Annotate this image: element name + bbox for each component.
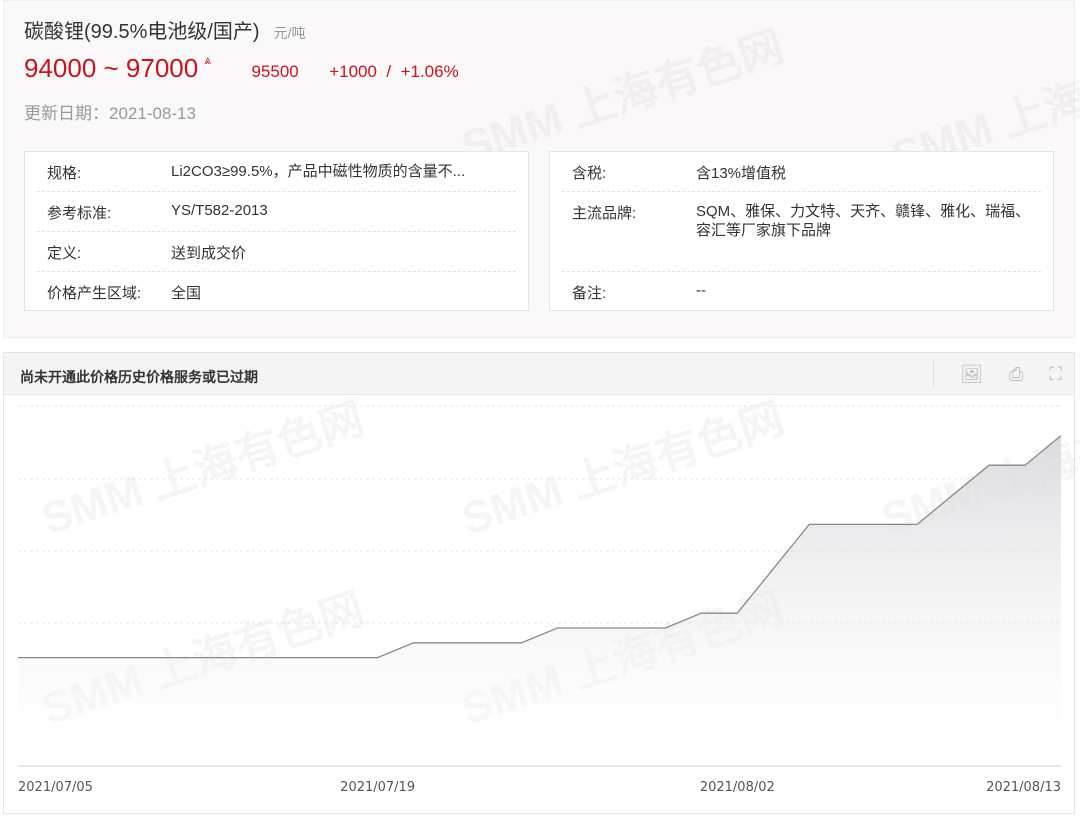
spec-label: 主流品牌: <box>572 205 637 222</box>
price-range: 94000 ~ 97000 <box>24 53 199 83</box>
spec-value: SQM、雅保、力文特、天齐、赣锋、雅化、瑞福、容汇等厂家旗下品牌 <box>696 203 1031 239</box>
spec-card-right: 含税: 含13%增值税主流品牌: SQM、雅保、力文特、天齐、赣锋、雅化、瑞福、容汇… <box>549 151 1054 311</box>
spec-row: 参考标准: YS/T582-2013 <box>37 192 516 232</box>
spec-value: 含13%增值税 <box>696 165 787 182</box>
price-line: 94000 ~ 97000 ⩓ 95500 +1000 / +1.06% <box>24 53 459 84</box>
spec-row: 规格: Li2CO3≥99.5%，产品中磁性物质的含量不... <box>37 152 516 192</box>
spec-row: 含税: 含13%增值税 <box>562 152 1041 192</box>
fullscreen-icon[interactable]: ⛶ <box>1049 363 1062 384</box>
spec-label: 价格产生区域: <box>47 285 142 302</box>
spec-value: 全国 <box>171 285 202 302</box>
spec-value: YS/T582-2013 <box>171 202 268 219</box>
product-title: 碳酸锂(99.5%电池级/国产) 元/吨 <box>24 15 305 44</box>
price-line <box>18 435 1062 659</box>
x-tick-label: 2021/08/02 <box>700 780 775 795</box>
x-tick-label: 2021/07/19 <box>340 780 415 795</box>
spec-label: 备注: <box>572 285 607 302</box>
chart-toolbar: 🖼 ⎙ ⛶ <box>933 361 1062 387</box>
spec-label: 定义: <box>47 245 82 262</box>
up-arrow-icon: ⩓ <box>204 53 212 67</box>
product-name: 碳酸锂(99.5%电池级/国产) <box>24 21 260 43</box>
spec-value: -- <box>696 282 706 299</box>
price-chart: 2021/07/05 2021/07/19 2021/08/02 2021/08/13 <box>17 405 1062 795</box>
chart-header: 尚未开通此价格历史价格服务或已过期 🖼 ⎙ ⛶ <box>4 353 1074 395</box>
price-chart-panel: 尚未开通此价格历史价格服务或已过期 🖼 ⎙ ⛶ SMM 上海有色网 SMM 上海… <box>3 352 1080 814</box>
x-tick-label: 2021/08/13 <box>986 780 1061 795</box>
spec-row: 主流品牌: SQM、雅保、力文特、天齐、赣锋、雅化、瑞福、容汇等厂家旗下品牌 <box>562 192 1041 272</box>
price-summary-panel: SMM 上海有色网 SMM 上海有色网 碳酸锂(99.5%电池级/国产) 元/吨 … <box>3 0 1080 338</box>
spec-row: 备注: -- <box>562 272 1041 311</box>
spec-label: 含税: <box>572 165 607 182</box>
chart-title: 尚未开通此价格历史价格服务或已过期 <box>20 369 258 385</box>
average-price: 95500 <box>251 62 299 81</box>
update-date: 更新日期：2021-08-13 <box>24 104 196 123</box>
spec-row: 价格产生区域: 全国 <box>37 272 516 311</box>
download-image-icon[interactable]: 🖼 <box>960 363 983 384</box>
price-area <box>18 435 1061 766</box>
spec-row: 定义: 送到成交价 <box>37 232 516 272</box>
unit-label: 元/吨 <box>273 25 306 41</box>
spec-label: 参考标准: <box>47 205 112 222</box>
price-change: +1000 / +1.06% <box>329 62 459 81</box>
spec-card-left: 规格: Li2CO3≥99.5%，产品中磁性物质的含量不... 参考标准: YS/T5… <box>24 151 529 311</box>
spec-label: 规格: <box>47 165 82 182</box>
x-tick-label: 2021/07/05 <box>18 780 93 795</box>
print-icon[interactable]: ⎙ <box>1008 363 1024 384</box>
spec-value: Li2CO3≥99.5%，产品中磁性物质的含量不... <box>171 163 466 180</box>
spec-value: 送到成交价 <box>171 245 247 262</box>
